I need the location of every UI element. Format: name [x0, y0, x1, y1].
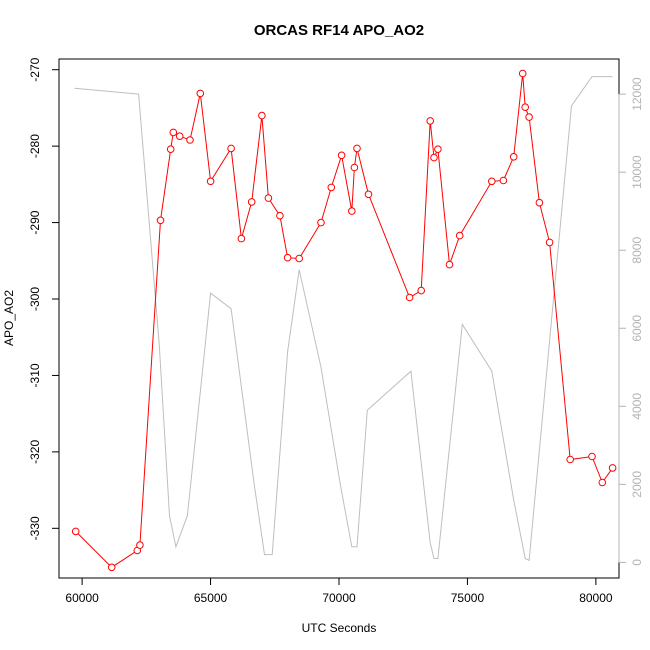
data-point: [518, 69, 527, 78]
data-point: [521, 103, 530, 111]
data-point: [264, 194, 273, 202]
y2-tick-label: 10000: [630, 155, 644, 189]
data-point: [186, 136, 194, 144]
data-point: [317, 218, 325, 227]
data-point: [434, 145, 442, 153]
chart-title: ORCAS RF14 APO_AO2: [254, 22, 424, 39]
data-point: [196, 89, 205, 98]
x-tick-label: 65000: [194, 591, 228, 605]
y-tick-label: -270: [28, 57, 42, 81]
data-point: [247, 198, 256, 206]
y-tick-label: -310: [28, 363, 42, 387]
data-point: [598, 478, 607, 487]
x-axis: 60000 65000 70000 75000 80000: [65, 577, 613, 605]
data-point: [405, 293, 414, 302]
data-point: [166, 145, 175, 153]
data-point: [430, 153, 438, 162]
y-axis-right: 0 2000 4000 6000 8000 10000 12000: [618, 77, 644, 566]
data-point: [509, 153, 518, 161]
data-point: [156, 216, 165, 225]
data-point: [276, 211, 284, 220]
data-point: [426, 117, 435, 125]
data-point: [295, 254, 304, 263]
data-point: [175, 132, 184, 140]
y2-tick-label: 0: [630, 559, 644, 566]
series-line-1: [74, 76, 613, 562]
y-tick-label: -330: [28, 516, 42, 540]
data-point: [499, 176, 508, 185]
data-point: [227, 144, 235, 153]
primary-series: [71, 69, 617, 572]
data-point: [107, 563, 116, 572]
secondary-series: [74, 76, 613, 562]
data-point: [417, 286, 426, 295]
y-axis-label: APO_AO2: [2, 290, 16, 346]
y2-tick-label: 4000: [630, 393, 644, 420]
y-tick-label: -300: [28, 287, 42, 311]
data-point: [488, 177, 496, 186]
y-tick-label: -320: [28, 440, 42, 464]
data-point: [535, 198, 544, 207]
data-point: [348, 207, 356, 215]
x-tick-label: 80000: [579, 591, 613, 605]
data-point: [283, 253, 292, 262]
x-tick-label: 75000: [451, 591, 485, 605]
data-point: [364, 190, 373, 199]
y2-tick-label: 12000: [630, 77, 644, 111]
y-axis-left: -330 -320 -310 -300 -290 -280 -270: [28, 57, 60, 540]
data-point: [337, 151, 346, 160]
data-point: [588, 452, 596, 461]
series-line-0: [75, 73, 614, 568]
y-tick-label: -290: [28, 210, 42, 234]
data-point: [455, 231, 464, 240]
data-point: [71, 527, 80, 536]
data-point: [353, 144, 361, 153]
x-tick-label: 70000: [322, 591, 356, 605]
y2-tick-label: 2000: [630, 471, 644, 498]
data-point: [350, 163, 359, 172]
x-axis-label: UTC Seconds: [302, 621, 377, 635]
data-point: [206, 177, 215, 186]
data-point: [258, 111, 266, 120]
y-tick-label: -280: [28, 134, 42, 158]
data-point: [136, 541, 144, 549]
data-point: [237, 234, 246, 243]
data-point: [525, 113, 533, 121]
data-point: [169, 128, 178, 137]
data-point: [545, 238, 554, 247]
y2-tick-label: 6000: [630, 315, 644, 342]
data-point: [566, 455, 575, 464]
data-point: [327, 183, 336, 192]
x-tick-label: 60000: [65, 591, 99, 605]
y2-tick-label: 8000: [630, 237, 644, 264]
data-point: [445, 260, 454, 269]
data-point: [608, 464, 617, 472]
